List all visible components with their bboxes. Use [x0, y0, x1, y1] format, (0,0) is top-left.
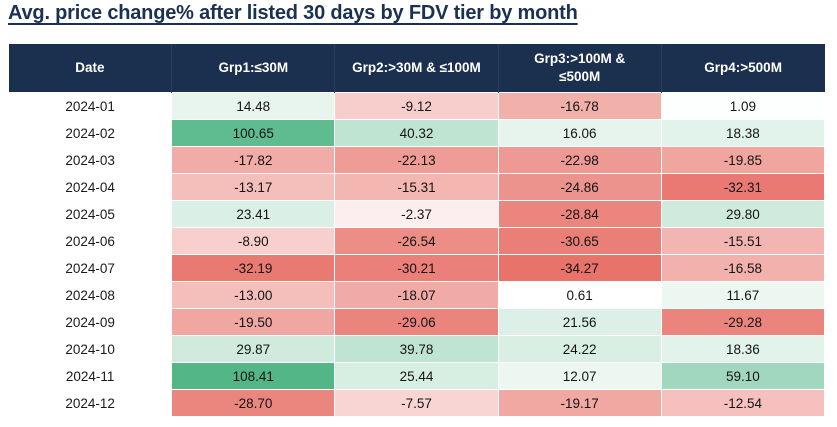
date-cell: 2024-06 [7, 227, 173, 255]
value-cell: -26.54 [334, 227, 499, 255]
value-cell: -18.07 [334, 281, 499, 309]
value-cell: 16.06 [497, 119, 662, 147]
value-cell: -8.90 [171, 227, 336, 255]
page-title: Avg. price change% after listed 30 days … [8, 2, 578, 24]
table-row: 2024-06 -8.90 -26.54 -30.65 -15.51 [7, 227, 826, 255]
value-cell: -13.17 [171, 173, 336, 201]
date-cell: 2024-12 [7, 389, 173, 417]
value-cell: 39.78 [334, 335, 499, 363]
value-cell: -15.51 [660, 227, 826, 255]
value-cell: -13.00 [171, 281, 336, 309]
fdv-tier-heatmap-table: Date Grp1:≤30M Grp2:>30M & ≤100M Grp3:>1… [7, 44, 826, 417]
value-cell: -29.28 [660, 308, 826, 336]
date-cell: 2024-09 [7, 308, 173, 336]
value-cell: -9.12 [334, 92, 499, 120]
table-row: 2024-09 -19.50 -29.06 21.56 -29.28 [7, 308, 826, 336]
value-cell: 21.56 [497, 308, 662, 336]
value-cell: -17.82 [171, 146, 336, 174]
value-cell: -16.78 [497, 92, 662, 120]
value-cell: -32.31 [660, 173, 826, 201]
date-cell: 2024-04 [7, 173, 173, 201]
date-cell: 2024-03 [7, 146, 173, 174]
value-cell: -32.19 [171, 254, 336, 282]
value-cell: -22.98 [497, 146, 662, 174]
value-cell: -30.65 [497, 227, 662, 255]
date-cell: 2024-05 [7, 200, 173, 228]
table-row: 2024-07 -32.19 -30.21 -34.27 -16.58 [7, 254, 826, 282]
value-cell: -19.85 [660, 146, 826, 174]
col-header-grp3: Grp3:>100M & ≤500M [497, 44, 662, 93]
value-cell: 1.09 [660, 92, 826, 120]
col-header-grp4: Grp4:>500M [660, 44, 825, 93]
col-header-grp1: Grp1:≤30M [171, 44, 335, 93]
value-cell: -2.37 [334, 200, 499, 228]
date-cell: 2024-01 [7, 92, 173, 120]
value-cell: -28.84 [497, 200, 662, 228]
table-row: 2024-02 100.65 40.32 16.06 18.38 [7, 119, 826, 147]
table-row: 2024-05 23.41 -2.37 -28.84 29.80 [7, 200, 826, 228]
value-cell: -16.58 [660, 254, 826, 282]
table-row: 2024-04 -13.17 -15.31 -24.86 -32.31 [7, 173, 826, 201]
table-body: 2024-01 14.48 -9.12 -16.78 1.09 2024-02 100.65… [7, 92, 826, 417]
table-header: Date Grp1:≤30M Grp2:>30M & ≤100M Grp3:>1… [8, 44, 825, 93]
date-cell: 2024-10 [7, 335, 173, 363]
value-cell: -19.50 [171, 308, 336, 336]
col-header-date: Date [8, 44, 172, 93]
value-cell: 29.87 [171, 335, 336, 363]
value-cell: -29.06 [334, 308, 499, 336]
table-row: 2024-03 -17.82 -22.13 -22.98 -19.85 [7, 146, 826, 174]
value-cell: 18.36 [660, 335, 826, 363]
value-cell: 11.67 [660, 281, 826, 309]
value-cell: -15.31 [334, 173, 499, 201]
value-cell: 108.41 [171, 362, 336, 390]
value-cell: 29.80 [660, 200, 826, 228]
table-row: 2024-01 14.48 -9.12 -16.78 1.09 [7, 92, 826, 120]
table-row: 2024-12 -28.70 -7.57 -19.17 -12.54 [7, 389, 826, 417]
col-header-grp2: Grp2:>30M & ≤100M [334, 44, 499, 93]
table-row: 2024-10 29.87 39.78 24.22 18.36 [7, 335, 826, 363]
date-cell: 2024-07 [7, 254, 173, 282]
value-cell: -30.21 [334, 254, 499, 282]
value-cell: 24.22 [497, 335, 662, 363]
value-cell: 18.38 [660, 119, 826, 147]
value-cell: 25.44 [334, 362, 499, 390]
value-cell: -28.70 [171, 389, 336, 417]
table-row: 2024-08 -13.00 -18.07 0.61 11.67 [7, 281, 826, 309]
value-cell: 23.41 [171, 200, 336, 228]
table-row: 2024-11 108.41 25.44 12.07 59.10 [7, 362, 826, 390]
value-cell: -7.57 [334, 389, 499, 417]
date-cell: 2024-08 [7, 281, 173, 309]
value-cell: 40.32 [334, 119, 499, 147]
date-cell: 2024-11 [7, 362, 173, 390]
value-cell: 0.61 [497, 281, 662, 309]
header-row: Date Grp1:≤30M Grp2:>30M & ≤100M Grp3:>1… [8, 44, 825, 93]
value-cell: -34.27 [497, 254, 662, 282]
value-cell: 14.48 [171, 92, 336, 120]
value-cell: -22.13 [334, 146, 499, 174]
value-cell: -24.86 [497, 173, 662, 201]
value-cell: 12.07 [497, 362, 662, 390]
value-cell: 59.10 [660, 362, 826, 390]
value-cell: -12.54 [660, 389, 826, 417]
value-cell: 100.65 [171, 119, 336, 147]
date-cell: 2024-02 [7, 119, 173, 147]
value-cell: -19.17 [497, 389, 662, 417]
